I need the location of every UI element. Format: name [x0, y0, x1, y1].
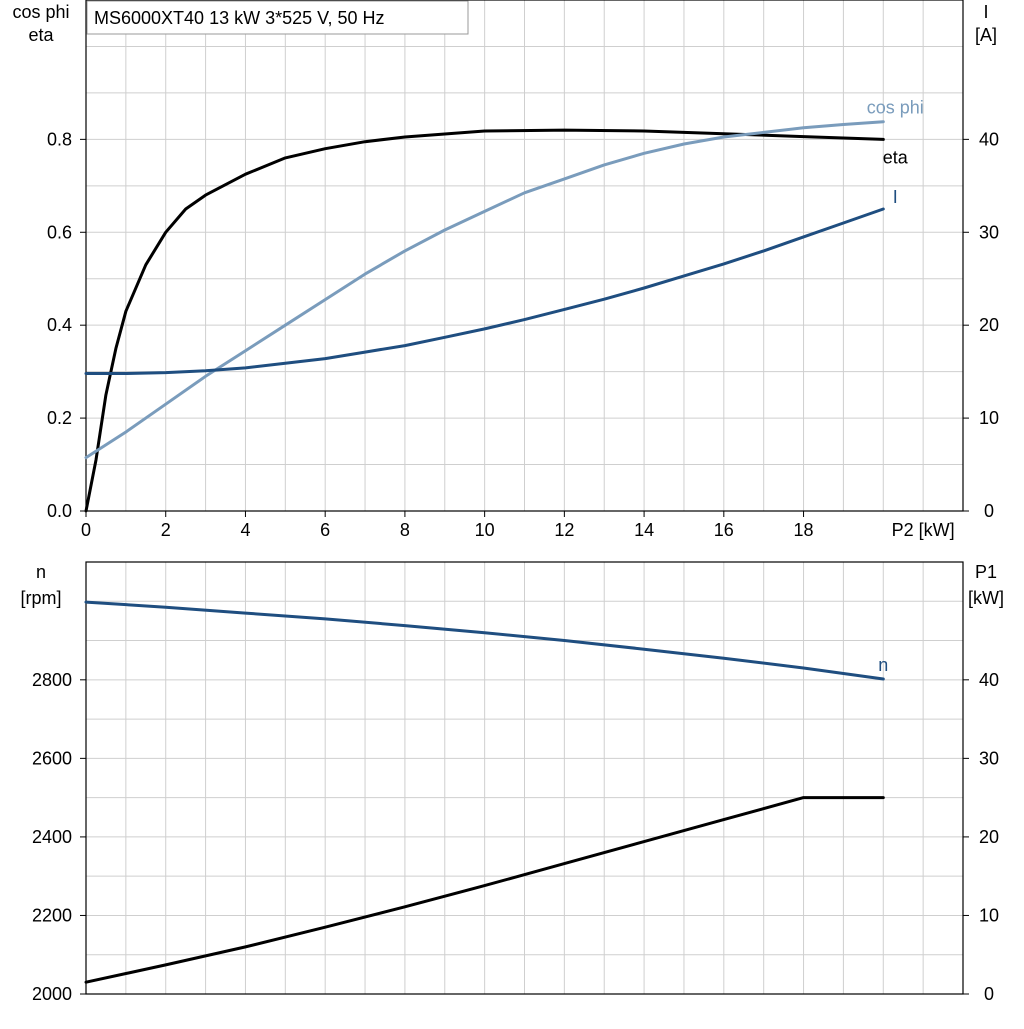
series-label-i: I [893, 187, 898, 207]
chart-title: MS6000XT40 13 kW 3*525 V, 50 Hz [94, 8, 385, 28]
y-left-tick-label: 2800 [32, 670, 72, 690]
y-right-tick-label: 10 [979, 905, 999, 925]
y-right-tick-label: 10 [979, 408, 999, 428]
x-tick-label: 0 [81, 520, 91, 540]
y-left-axis-unit: [rpm] [20, 588, 61, 608]
y-left-tick-label: 2600 [32, 748, 72, 768]
y-left-tick-label: 2200 [32, 905, 72, 925]
y-right-tick-label: 40 [979, 670, 999, 690]
y-left-tick-label: 0.8 [47, 129, 72, 149]
y-left-axis-unit: eta [28, 25, 54, 45]
x-tick-label: 18 [794, 520, 814, 540]
plot-frame [85, 0, 964, 512]
x-tick-label: 8 [400, 520, 410, 540]
y-left-tick-label: 2400 [32, 827, 72, 847]
x-tick-label: 2 [161, 520, 171, 540]
y-left-axis-label: cos phi [12, 2, 69, 22]
y-right-axis-unit: [A] [975, 25, 997, 45]
plot-frame [85, 561, 964, 995]
y-left-tick-label: 2000 [32, 984, 72, 1004]
y-right-tick-label: 20 [979, 315, 999, 335]
series-line-i [84, 207, 885, 375]
y-left-tick-label: 0.4 [47, 315, 72, 335]
series-label-cos-phi: cos phi [867, 98, 924, 118]
title-box [86, 0, 469, 35]
series-line-cos-phi [84, 120, 885, 460]
x-tick-label: 12 [554, 520, 574, 540]
series-label-eta: eta [883, 147, 909, 167]
x-tick-label: 4 [240, 520, 250, 540]
y-right-tick-label: 30 [979, 748, 999, 768]
x-tick-label: 14 [634, 520, 654, 540]
y-left-tick-label: 0.6 [47, 222, 72, 242]
x-tick-label: 6 [320, 520, 330, 540]
y-left-tick-label: 0.2 [47, 408, 72, 428]
series-line-eta [84, 128, 885, 513]
y-left-tick-label: 0.0 [47, 501, 72, 521]
y-right-axis-unit: [kW] [968, 588, 1004, 608]
series-label-n: n [878, 655, 888, 675]
x-tick-label: 16 [714, 520, 734, 540]
y-right-axis-label: P1 [975, 562, 997, 582]
series-line-n [84, 600, 885, 681]
y-right-tick-label: 0 [984, 501, 994, 521]
y-left-axis-label: n [36, 562, 46, 582]
y-right-tick-label: 30 [979, 222, 999, 242]
x-axis-label: P2 [kW] [892, 520, 955, 540]
y-right-tick-label: 20 [979, 827, 999, 847]
y-right-axis-label: I [983, 2, 988, 22]
y-right-tick-label: 0 [984, 984, 994, 1004]
series-line-p1 [84, 796, 885, 984]
y-right-tick-label: 40 [979, 129, 999, 149]
x-tick-label: 10 [475, 520, 495, 540]
